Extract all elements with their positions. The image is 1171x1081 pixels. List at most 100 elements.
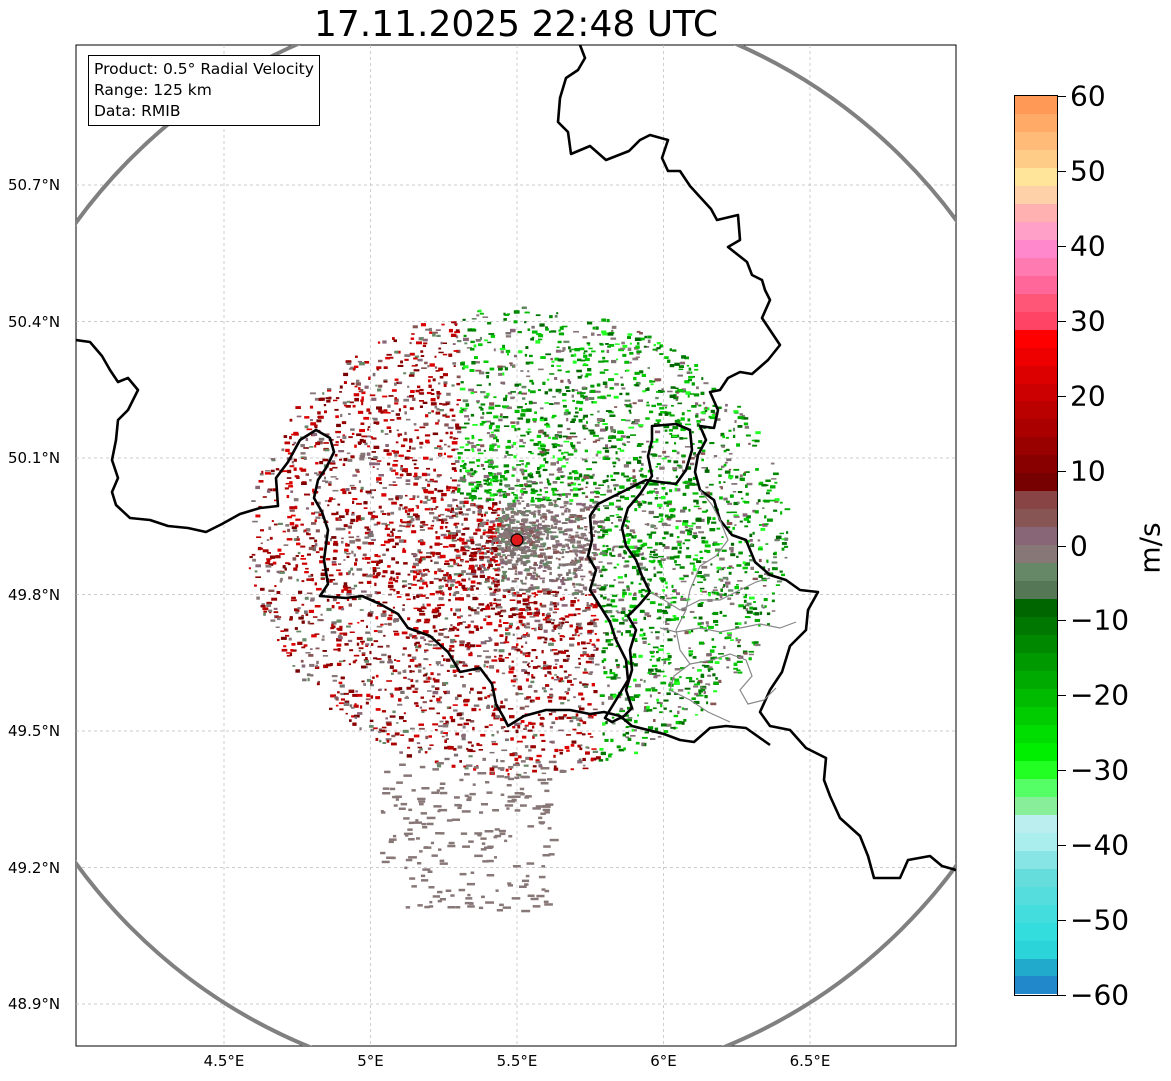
echo-pixel	[547, 671, 552, 674]
echo-pixel	[475, 543, 480, 546]
echo-pixel	[387, 565, 391, 568]
echo-pixel	[330, 694, 336, 698]
echo-pixel	[315, 551, 320, 554]
echo-pixel	[484, 725, 489, 729]
echo-pixel	[542, 618, 548, 621]
echo-pixel	[349, 367, 352, 370]
echo-pixel	[430, 551, 434, 555]
echo-pixel	[338, 518, 341, 521]
echo-pixel	[589, 639, 592, 642]
echo-pixel	[486, 568, 490, 571]
echo-pixel	[551, 629, 555, 632]
echo-pixel	[525, 756, 532, 760]
echo-pixel	[492, 535, 497, 538]
echo-pixel	[462, 318, 466, 321]
echo-pixel	[439, 696, 443, 699]
echo-pixel	[578, 758, 582, 762]
echo-pixel	[457, 340, 462, 343]
echo-pixel	[700, 411, 706, 414]
echo-pixel	[726, 511, 732, 514]
echo-pixel	[573, 418, 576, 422]
echo-pixel	[415, 649, 418, 652]
echo-pixel	[581, 503, 586, 507]
echo-pixel	[399, 504, 403, 507]
echo-pixel	[391, 672, 394, 675]
echo-pixel	[534, 526, 537, 529]
echo-pixel	[584, 668, 587, 672]
echo-pixel	[612, 694, 619, 697]
echo-pixel	[670, 514, 676, 518]
echo-pixel	[305, 652, 311, 654]
echo-pixel	[432, 480, 438, 483]
echo-pixel	[547, 482, 552, 486]
echo-pixel	[289, 618, 293, 621]
echo-pixel	[645, 417, 650, 420]
echo-pixel	[443, 383, 447, 387]
echo-pixel	[412, 513, 419, 517]
echo-pixel	[726, 526, 731, 529]
echo-pixel	[543, 629, 548, 633]
echo-pixel	[482, 552, 488, 555]
echo-pixel	[318, 513, 324, 517]
echo-pixel	[630, 581, 634, 585]
echo-pixel	[460, 381, 464, 384]
echo-pixel	[456, 529, 461, 534]
echo-pixel	[562, 577, 565, 581]
echo-pixel	[461, 541, 466, 545]
echo-pixel	[485, 480, 489, 483]
echo-pixel	[660, 645, 664, 647]
echo-pixel	[611, 522, 614, 524]
echo-pixel	[557, 424, 563, 428]
echo-pixel	[541, 687, 546, 690]
echo-pixel	[355, 538, 361, 542]
echo-pixel	[360, 486, 364, 490]
echo-pixel	[409, 342, 412, 345]
echo-pixel	[508, 504, 513, 508]
echo-pixel	[653, 719, 656, 722]
echo-pixel	[536, 493, 542, 496]
echo-pixel	[438, 578, 442, 582]
echo-pixel	[448, 353, 453, 357]
echo-pixel	[657, 648, 664, 652]
echo-pixel	[417, 669, 422, 673]
echo-pixel	[353, 393, 360, 397]
echo-pixel	[309, 663, 315, 667]
echo-pixel	[674, 387, 679, 390]
echo-pixel	[761, 604, 764, 608]
echo-pixel	[541, 748, 546, 751]
echo-pixel	[724, 408, 728, 413]
echo-pixel	[410, 679, 414, 682]
echo-pixel	[766, 484, 769, 487]
echo-pixel	[421, 487, 427, 490]
echo-pixel	[633, 419, 640, 423]
echo-pixel	[692, 476, 696, 480]
echo-pixel	[395, 542, 399, 546]
echo-pixel	[393, 620, 396, 623]
echo-pixel	[418, 569, 422, 571]
echo-pixel	[332, 557, 337, 560]
echo-pixel	[340, 439, 342, 442]
echo-pixel	[758, 558, 762, 563]
echo-pixel	[400, 519, 403, 523]
echo-pixel	[392, 337, 395, 340]
echo-pixel	[466, 747, 469, 751]
echo-pixel	[561, 465, 567, 468]
echo-pixel	[393, 460, 399, 462]
echo-pixel	[352, 722, 357, 726]
echo-pixel	[763, 598, 768, 602]
echo-pixel	[378, 359, 383, 363]
echo-pixel	[737, 405, 742, 408]
echo-pixel	[492, 504, 495, 508]
echo-pixel	[489, 474, 493, 477]
echo-pixel	[653, 516, 659, 518]
echo-pixel	[626, 718, 632, 722]
echo-pixel	[636, 551, 639, 555]
echo-pixel	[588, 429, 595, 432]
echo-pixel	[353, 553, 356, 557]
echo-pixel	[460, 426, 467, 429]
echo-pixel	[507, 525, 511, 530]
echo-pixel	[637, 714, 640, 717]
echo-pixel	[449, 408, 454, 412]
echo-pixel	[562, 455, 566, 460]
